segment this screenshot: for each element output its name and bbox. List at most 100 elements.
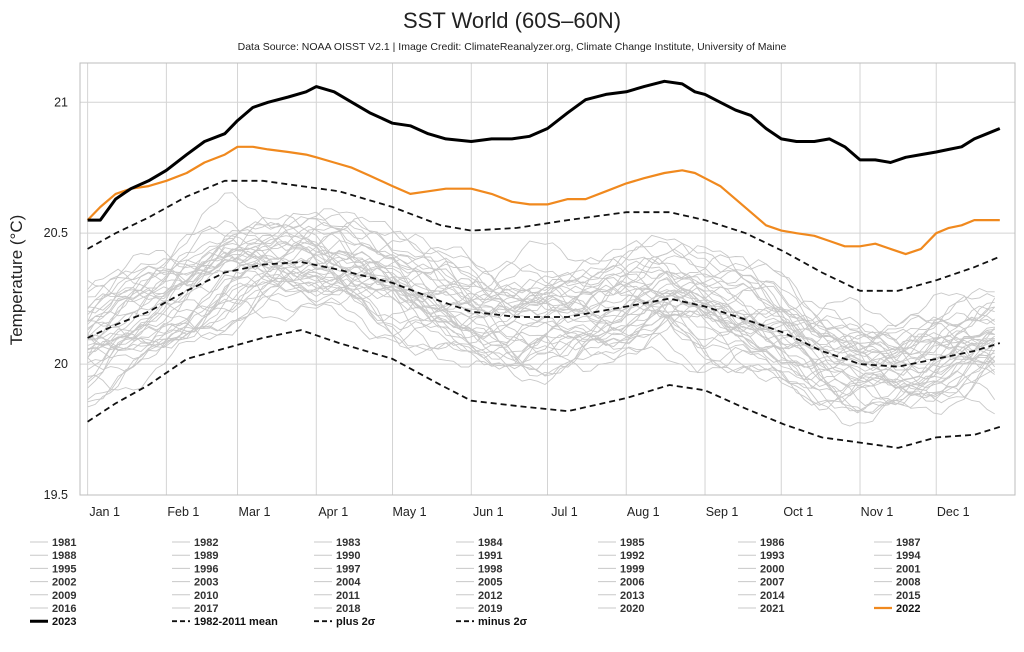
legend-label: 1985 bbox=[620, 537, 644, 549]
legend-item: 1994 bbox=[874, 550, 921, 562]
background-year-lines bbox=[87, 192, 996, 427]
x-tick-label: Sep 1 bbox=[706, 505, 739, 519]
legend-item: 2019 bbox=[456, 603, 502, 615]
legend-label: 2007 bbox=[760, 577, 784, 589]
year-line-2020 bbox=[87, 220, 995, 356]
x-tick-label: Dec 1 bbox=[937, 505, 970, 519]
legend-label: 1993 bbox=[760, 550, 784, 562]
year-line-1983 bbox=[87, 272, 995, 406]
legend-item: 2005 bbox=[456, 577, 502, 589]
legend-item: 2003 bbox=[172, 577, 218, 589]
legend-label: 2003 bbox=[194, 577, 218, 589]
year-line-1998 bbox=[87, 246, 995, 407]
y-tick-label: 20 bbox=[54, 357, 68, 371]
year-line-2004 bbox=[87, 245, 996, 365]
legend-label: 2002 bbox=[52, 577, 76, 589]
legend-item: 2001 bbox=[874, 563, 920, 575]
legend-label: 1984 bbox=[478, 537, 503, 549]
legend-label: 2001 bbox=[896, 563, 920, 575]
legend-item: 1992 bbox=[598, 550, 644, 562]
legend-item: 2018 bbox=[314, 603, 360, 615]
y-tick-label: 21 bbox=[54, 95, 68, 109]
year-line-2021 bbox=[87, 192, 995, 328]
legend-item: 2016 bbox=[30, 603, 76, 615]
chart-title: SST World (60S–60N) bbox=[403, 8, 621, 33]
x-tick-label: Jan 1 bbox=[89, 505, 120, 519]
series-line-minus-2- bbox=[87, 329, 1001, 449]
legend-label: 1991 bbox=[478, 550, 502, 562]
year-line-1982 bbox=[87, 266, 996, 427]
legend-item: 1986 bbox=[738, 537, 784, 549]
legend-label: 2012 bbox=[478, 590, 502, 602]
legend-label: 2000 bbox=[760, 563, 784, 575]
legend-item: 2009 bbox=[30, 590, 76, 602]
legend-item: minus 2σ bbox=[456, 616, 528, 628]
year-line-1993 bbox=[87, 261, 996, 402]
legend-label: 2008 bbox=[896, 577, 920, 589]
legend-label: 1990 bbox=[336, 550, 360, 562]
legend-label: 1999 bbox=[620, 563, 644, 575]
year-line-2019 bbox=[87, 216, 995, 359]
legend-item: 2000 bbox=[738, 563, 784, 575]
legend-label: 1988 bbox=[52, 550, 76, 562]
legend-item: 1985 bbox=[598, 537, 644, 549]
year-line-2012 bbox=[87, 221, 995, 376]
legend-label: 2006 bbox=[620, 577, 644, 589]
legend-item: 2021 bbox=[738, 603, 784, 615]
x-tick-label: Mar 1 bbox=[239, 505, 271, 519]
legend-label: 2017 bbox=[194, 603, 218, 615]
legend-label: 2011 bbox=[336, 590, 360, 602]
legend-label: 1994 bbox=[896, 550, 921, 562]
legend-label: 2010 bbox=[194, 590, 218, 602]
year-line-1999 bbox=[87, 235, 995, 381]
x-tick-label: Apr 1 bbox=[318, 505, 348, 519]
x-tick-label: May 1 bbox=[392, 505, 426, 519]
year-line-1986 bbox=[87, 255, 995, 411]
year-line-2016 bbox=[87, 213, 995, 351]
series-line-2023 bbox=[87, 79, 1001, 222]
legend-item: plus 2σ bbox=[314, 616, 376, 628]
legend-item: 1989 bbox=[172, 550, 218, 562]
legend-item: 2004 bbox=[314, 577, 361, 589]
legend-label: 1983 bbox=[336, 537, 360, 549]
year-line-1992 bbox=[87, 277, 995, 404]
year-line-2003 bbox=[87, 231, 995, 372]
legend-item: 2010 bbox=[172, 590, 218, 602]
legend-label: 1997 bbox=[336, 563, 360, 575]
legend-item: 2022 bbox=[874, 603, 920, 615]
legend-label: 1982 bbox=[194, 537, 218, 549]
legend-label: 2013 bbox=[620, 590, 644, 602]
year-line-1981 bbox=[87, 292, 995, 415]
y-tick-label: 19.5 bbox=[44, 488, 68, 502]
year-line-1991 bbox=[87, 261, 996, 415]
x-tick-label: Jul 1 bbox=[551, 505, 577, 519]
legend-label: 1998 bbox=[478, 563, 502, 575]
legend-item: 1991 bbox=[456, 550, 502, 562]
x-tick-label: Nov 1 bbox=[861, 505, 894, 519]
highlight-series bbox=[86, 79, 1001, 449]
legend-item: 1995 bbox=[30, 563, 76, 575]
year-line-1990 bbox=[87, 257, 995, 414]
year-line-1996 bbox=[87, 264, 995, 398]
legend-label: 1981 bbox=[52, 537, 76, 549]
year-line-2011 bbox=[87, 240, 995, 374]
legend-label: 2023 bbox=[52, 616, 76, 628]
plot-frame bbox=[79, 62, 1016, 496]
legend-label: 1992 bbox=[620, 550, 644, 562]
year-line-2007 bbox=[87, 244, 995, 385]
year-line-1994 bbox=[87, 249, 995, 405]
legend-item: 1997 bbox=[314, 563, 360, 575]
legend-label: 1995 bbox=[52, 563, 76, 575]
year-line-1988 bbox=[87, 267, 995, 415]
legend-label: plus 2σ bbox=[336, 616, 376, 628]
legend-item: 2002 bbox=[30, 577, 76, 589]
legend-item: 1982-2011 mean bbox=[172, 616, 278, 628]
legend-item: 2023 bbox=[30, 616, 76, 628]
legend-label: 1982-2011 mean bbox=[194, 616, 278, 628]
legend-label: 1996 bbox=[194, 563, 218, 575]
year-line-2017 bbox=[87, 211, 996, 372]
legend-item: 2013 bbox=[598, 590, 644, 602]
legend-item: 2012 bbox=[456, 590, 502, 602]
legend-item: 2020 bbox=[598, 603, 644, 615]
